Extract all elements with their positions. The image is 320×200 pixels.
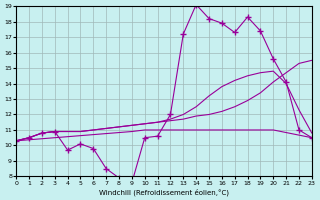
X-axis label: Windchill (Refroidissement éolien,°C): Windchill (Refroidissement éolien,°C): [99, 188, 229, 196]
